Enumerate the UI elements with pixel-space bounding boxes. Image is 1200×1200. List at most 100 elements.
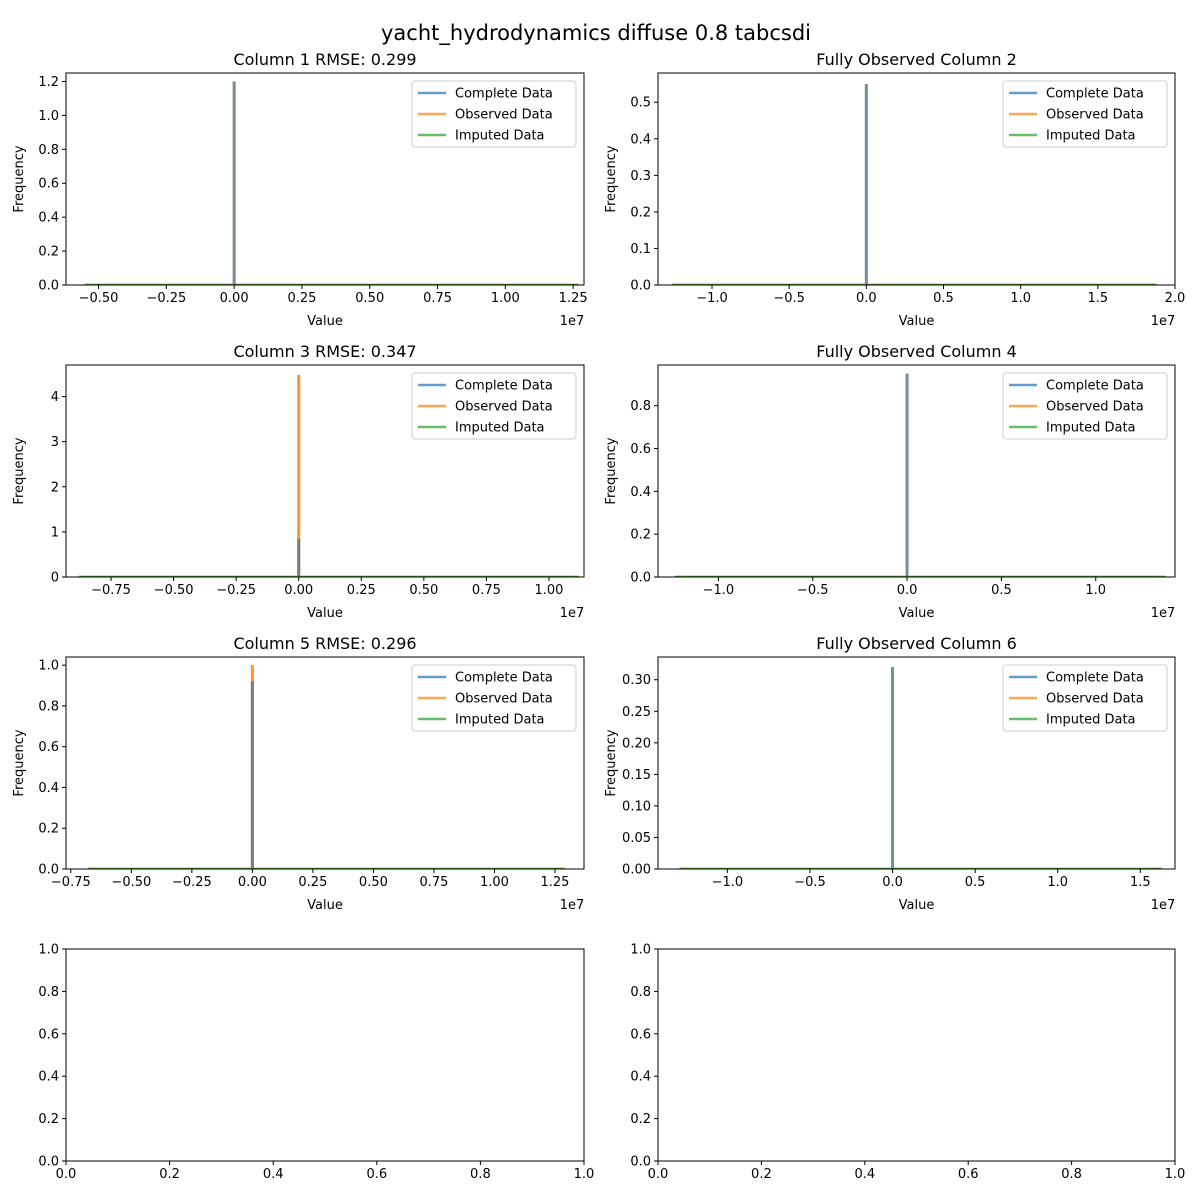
y-tick-label: 0.2 bbox=[38, 1112, 59, 1127]
legend: Complete Data Observed Data Imputed Data bbox=[1002, 664, 1168, 732]
legend-entry: Complete Data bbox=[1046, 379, 1144, 394]
subplot-title: Fully Observed Column 4 bbox=[816, 342, 1017, 361]
x-axis-label: Value bbox=[899, 314, 935, 329]
x-axis-label: Value bbox=[307, 606, 343, 621]
legend-entry: Complete Data bbox=[1046, 87, 1144, 102]
y-tick-label: 0.8 bbox=[38, 699, 59, 714]
y-axis-label: Frequency bbox=[12, 729, 27, 796]
subplot-3: −0.75 −0.50 −0.25 0.00 0.25 0.50 0.75 1.00 0 1 2 3 4… bbox=[12, 342, 585, 621]
x-tick-label: −0.5 bbox=[794, 875, 826, 890]
y-tick-label: 0.6 bbox=[630, 442, 651, 457]
legend: Complete Data Observed Data Imputed Data bbox=[411, 80, 577, 148]
x-tick-label: −0.75 bbox=[91, 583, 131, 598]
y-tick-label: 1 bbox=[51, 525, 59, 540]
legend-entry: Imputed Data bbox=[455, 421, 545, 436]
legend-entry: Complete Data bbox=[1046, 671, 1144, 686]
x-tick-label: 2.0 bbox=[1165, 291, 1186, 306]
y-axis-label: Frequency bbox=[12, 145, 27, 212]
y-tick-label: 0.6 bbox=[38, 740, 59, 755]
y-axis-label: Frequency bbox=[604, 145, 619, 212]
legend-entry: Imputed Data bbox=[455, 129, 545, 144]
y-tick-label: 0.8 bbox=[630, 399, 651, 414]
x-tick-label: 1.00 bbox=[534, 583, 563, 598]
legend-box bbox=[411, 664, 577, 732]
x-tick-label: 0.75 bbox=[423, 291, 452, 306]
legend-entry: Imputed Data bbox=[1046, 713, 1136, 728]
x-tick-label: 1.0 bbox=[1085, 583, 1106, 598]
x-tick-label: −0.25 bbox=[216, 583, 256, 598]
legend-box bbox=[1002, 372, 1168, 440]
x-tick-label: 0.75 bbox=[472, 583, 501, 598]
x-tick-label: 1.5 bbox=[1087, 291, 1108, 306]
axes-frame bbox=[657, 72, 1176, 286]
subplot-title: Column 1 RMSE: 0.299 bbox=[233, 50, 416, 69]
y-tick-label: 0.4 bbox=[38, 1070, 59, 1085]
x-tick-label: 1.5 bbox=[1130, 875, 1151, 890]
subplot-5: −0.75 −0.50 −0.25 0.00 0.25 0.50 0.75 1.00 1.25 0… bbox=[12, 634, 585, 913]
subplot-title: Column 3 RMSE: 0.347 bbox=[233, 342, 416, 361]
y-tick-label: 0.4 bbox=[630, 132, 651, 147]
y-tick-label: 0.2 bbox=[630, 1112, 651, 1127]
legend-entry: Observed Data bbox=[455, 692, 553, 707]
x-axis-label: Value bbox=[899, 606, 935, 621]
x-offset-label: 1e7 bbox=[1151, 898, 1176, 913]
subplot-7: 0.0 0.2 0.4 0.6 0.8 1.0 0.0 0.2 0.4 0.6 0.8 1.0 bbox=[38, 943, 594, 1183]
y-tick-label: 0.15 bbox=[622, 768, 651, 783]
legend-entry: Observed Data bbox=[455, 400, 553, 415]
x-tick-label: 0.50 bbox=[409, 583, 438, 598]
y-tick-label: 0.00 bbox=[622, 863, 651, 878]
x-tick-label: 1.25 bbox=[540, 875, 569, 890]
x-tick-label: 0.8 bbox=[470, 1167, 491, 1182]
axes-frame bbox=[65, 948, 585, 1162]
legend: Complete Data Observed Data Imputed Data bbox=[411, 664, 577, 732]
y-tick-label: 0.1 bbox=[630, 242, 651, 257]
x-tick-label: 0.00 bbox=[220, 291, 249, 306]
x-tick-label: −1.0 bbox=[703, 583, 735, 598]
y-axis-label: Frequency bbox=[604, 729, 619, 796]
subplot-title: Fully Observed Column 2 bbox=[816, 50, 1017, 69]
y-tick-label: 0.8 bbox=[38, 985, 59, 1000]
legend-entry: Observed Data bbox=[1046, 692, 1144, 707]
y-tick-label: 1.0 bbox=[38, 659, 59, 674]
axes-frame bbox=[657, 364, 1176, 578]
y-tick-label: 3 bbox=[51, 435, 59, 450]
subplot-grid: −0.50 −0.25 0.00 0.25 0.50 0.75 1.00 1.250.00.2… bbox=[12, 50, 1185, 1182]
x-tick-label: −0.25 bbox=[146, 291, 186, 306]
x-tick-label: 0.0 bbox=[882, 875, 903, 890]
x-tick-label: 0.8 bbox=[1061, 1167, 1082, 1182]
legend-entry: Imputed Data bbox=[455, 713, 545, 728]
legend: Complete Data Observed Data Imputed Data bbox=[1002, 372, 1168, 440]
y-tick-label: 0.6 bbox=[630, 1027, 651, 1042]
x-tick-label: 0.4 bbox=[263, 1167, 284, 1182]
legend-entry: Observed Data bbox=[455, 108, 553, 123]
x-axis-label: Value bbox=[307, 898, 343, 913]
legend-box bbox=[1002, 80, 1168, 148]
x-tick-label: −0.25 bbox=[172, 875, 212, 890]
y-tick-label: 1.2 bbox=[38, 75, 59, 90]
x-axis-label: Value bbox=[307, 314, 343, 329]
y-tick-label: 1.0 bbox=[38, 109, 59, 124]
y-tick-label: 0.10 bbox=[622, 799, 651, 814]
x-tick-label: 0.25 bbox=[347, 583, 376, 598]
bar-complete-data bbox=[297, 538, 301, 577]
legend-box bbox=[411, 80, 577, 148]
y-tick-label: 0.4 bbox=[630, 1070, 651, 1085]
legend-entry: Complete Data bbox=[455, 671, 553, 686]
y-tick-label: 0.3 bbox=[630, 169, 651, 184]
bar-complete-data bbox=[232, 81, 236, 285]
y-tick-label: 2 bbox=[51, 480, 59, 495]
y-tick-label: 0.2 bbox=[38, 245, 59, 260]
x-tick-label: 1.25 bbox=[559, 291, 588, 306]
y-tick-label: 0.05 bbox=[622, 831, 651, 846]
x-tick-label: −0.75 bbox=[51, 875, 91, 890]
axes-frame bbox=[657, 656, 1176, 870]
x-offset-label: 1e7 bbox=[1151, 314, 1176, 329]
x-tick-label: 0.00 bbox=[238, 875, 267, 890]
y-tick-label: 0.2 bbox=[38, 822, 59, 837]
y-tick-label: 0.5 bbox=[630, 96, 651, 111]
y-tick-label: 0.0 bbox=[38, 1155, 59, 1170]
y-tick-label: 0.8 bbox=[630, 985, 651, 1000]
y-axis-label: Frequency bbox=[12, 437, 27, 504]
x-tick-label: 0.0 bbox=[897, 583, 918, 598]
